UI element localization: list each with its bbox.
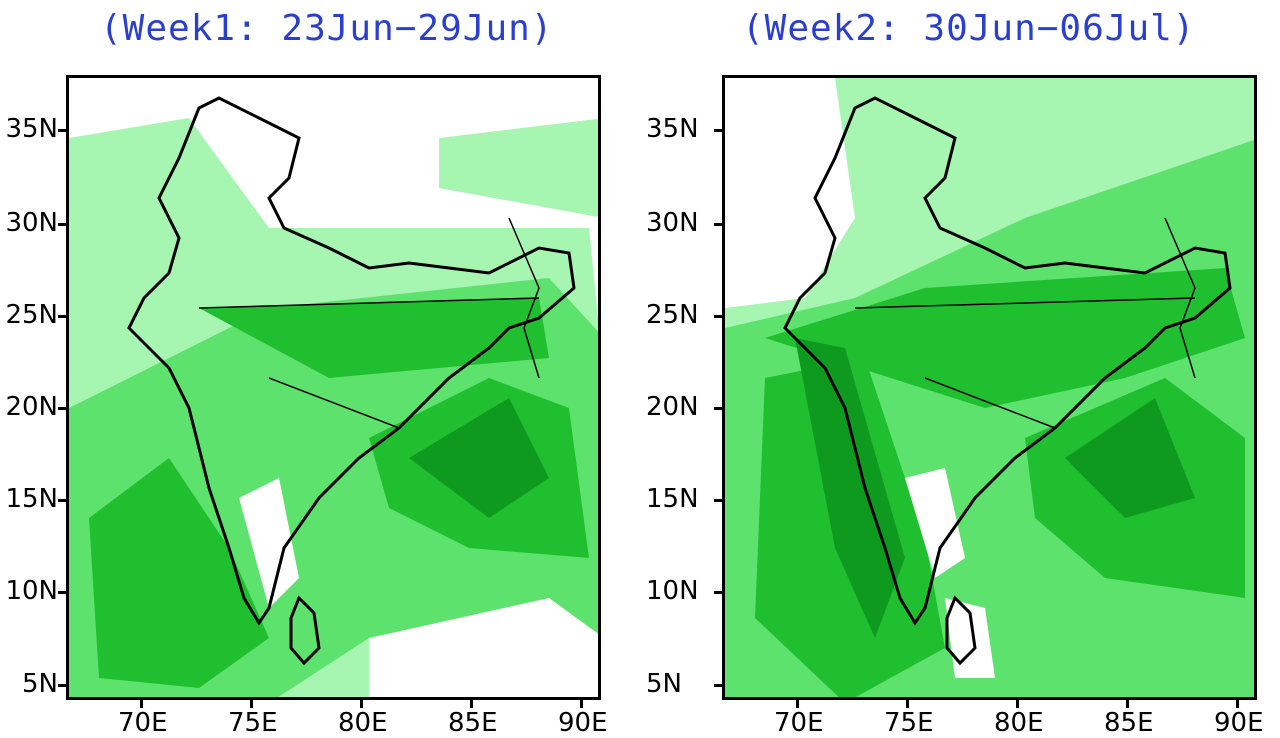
- lat-label: 35N: [5, 114, 58, 144]
- state-boundary: [508, 217, 540, 379]
- lat-tick: [58, 499, 66, 502]
- lat-label: 20N: [646, 392, 699, 422]
- map-panel-week1: [66, 75, 601, 700]
- lat-label: 30N: [5, 208, 58, 238]
- lon-tick: [250, 700, 253, 708]
- rainfall-shade-region: [239, 478, 299, 608]
- lat-label: 10N: [5, 576, 58, 606]
- rainfall-shade-region: [439, 118, 598, 217]
- rainfall-shade-region: [89, 458, 269, 688]
- map-week1-svg: [69, 78, 598, 697]
- state-boundary: [1164, 217, 1196, 379]
- state-boundary: [198, 297, 540, 309]
- lat-tick: [58, 591, 66, 594]
- lon-tick: [1016, 700, 1019, 708]
- lat-tick: [58, 407, 66, 410]
- state-boundary: [854, 297, 1196, 309]
- lat-tick: [714, 684, 722, 687]
- lon-label: 90E: [1214, 708, 1264, 738]
- rainfall-shade-region: [765, 268, 1245, 408]
- lat-label: 30N: [646, 208, 699, 238]
- lon-label: 70E: [774, 708, 824, 738]
- rainfall-shade-region: [905, 468, 965, 578]
- lon-label: 90E: [558, 708, 608, 738]
- lat-tick: [714, 315, 722, 318]
- lon-tick: [470, 700, 473, 708]
- lat-tick: [714, 129, 722, 132]
- lon-label: 75E: [884, 708, 934, 738]
- state-boundary: [924, 377, 1056, 429]
- lat-tick: [58, 223, 66, 226]
- lat-label: 35N: [646, 114, 699, 144]
- lon-tick: [580, 700, 583, 708]
- panel-week2-title: (Week2: 30Jun−06Jul): [742, 8, 1196, 49]
- map-panel-week2: [722, 75, 1257, 700]
- lon-label: 80E: [994, 708, 1044, 738]
- rainfall-shade-region: [1065, 398, 1195, 518]
- lon-tick: [1236, 700, 1239, 708]
- panel-week1-title: (Week1: 23Jun−29Jun): [100, 8, 554, 49]
- lon-tick: [140, 700, 143, 708]
- rainfall-shade-region: [409, 398, 549, 518]
- lon-tick: [1126, 700, 1129, 708]
- lon-label: 85E: [1104, 708, 1154, 738]
- lat-label: 10N: [646, 576, 699, 606]
- lon-label: 70E: [118, 708, 168, 738]
- lon-tick: [906, 700, 909, 708]
- lon-label: 85E: [448, 708, 498, 738]
- india-outline: [783, 96, 1232, 626]
- india-outline: [127, 96, 576, 626]
- lat-label: 20N: [5, 392, 58, 422]
- lon-tick: [796, 700, 799, 708]
- lat-label: 5N: [646, 669, 682, 699]
- rainfall-shade-region: [725, 78, 855, 308]
- rainfall-shade-region: [199, 298, 549, 378]
- rainfall-shade-region: [795, 338, 905, 638]
- lon-label: 80E: [338, 708, 388, 738]
- state-boundary: [268, 377, 400, 429]
- map-week2-svg: [725, 78, 1254, 697]
- lat-label: 25N: [646, 300, 699, 330]
- lat-label: 5N: [22, 669, 58, 699]
- lat-tick: [714, 407, 722, 410]
- lon-label: 75E: [228, 708, 278, 738]
- lat-label: 15N: [5, 484, 58, 514]
- rainfall-shade-region: [369, 598, 598, 697]
- sri-lanka-outline: [289, 595, 321, 666]
- lat-tick: [714, 591, 722, 594]
- lat-tick: [58, 129, 66, 132]
- lat-label: 25N: [5, 300, 58, 330]
- lat-tick: [714, 223, 722, 226]
- lat-tick: [714, 499, 722, 502]
- lat-tick: [58, 315, 66, 318]
- lat-tick: [58, 684, 66, 687]
- lat-label: 15N: [646, 484, 699, 514]
- sri-lanka-outline: [945, 595, 977, 666]
- lon-tick: [360, 700, 363, 708]
